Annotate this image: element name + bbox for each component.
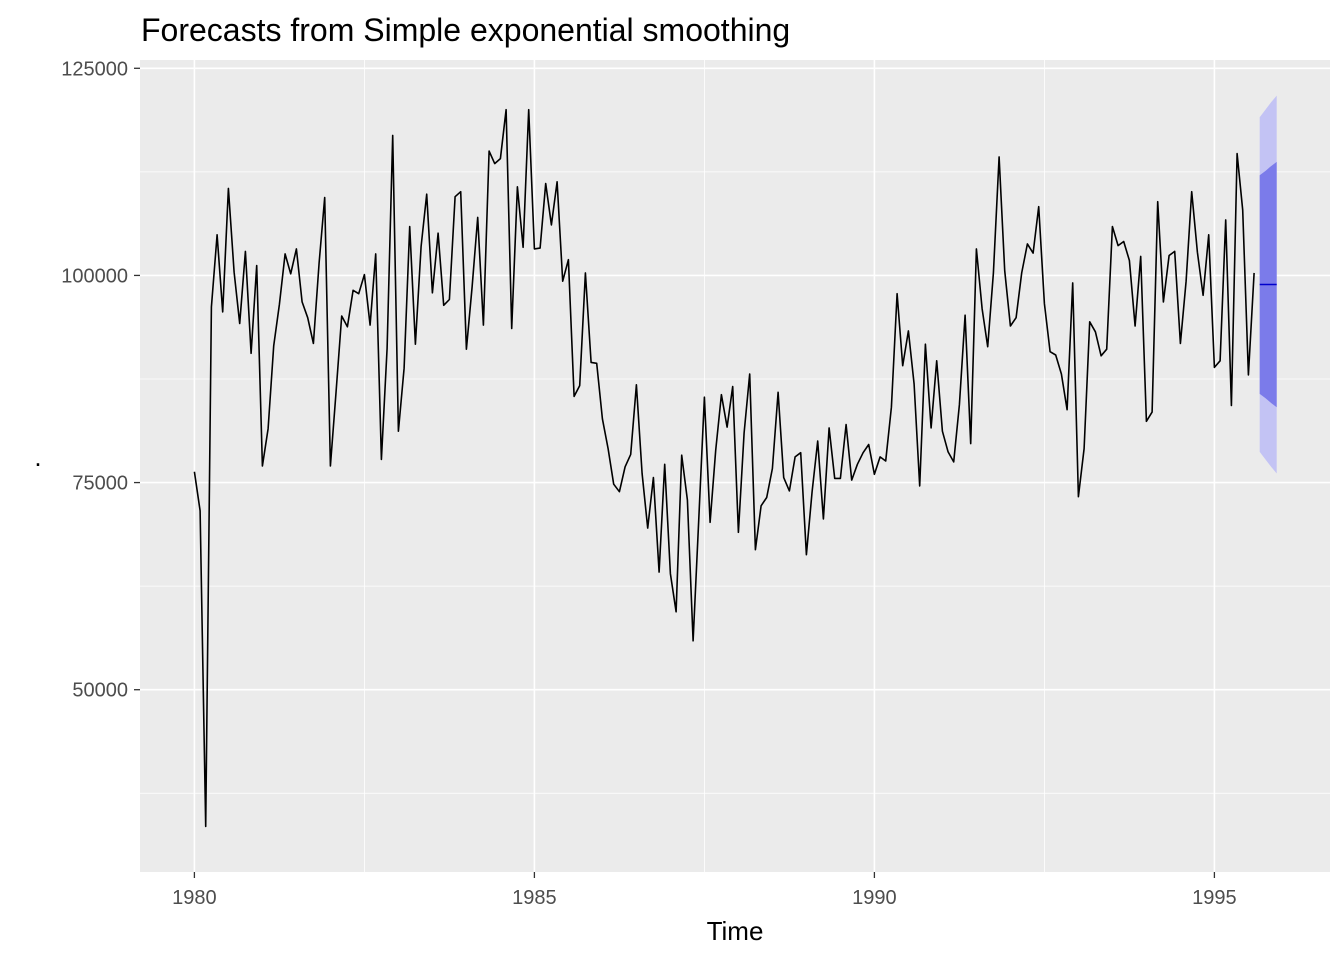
- chart-title: Forecasts from Simple exponential smooth…: [141, 12, 790, 48]
- y-axis-title: .: [34, 442, 41, 472]
- series-line: [193, 108, 1255, 828]
- y-tick-label: 50000: [72, 680, 128, 702]
- y-tick-label: 125000: [61, 58, 128, 80]
- y-axis: 50000 75000 100000 125000: [61, 58, 140, 702]
- x-axis-title: Time: [707, 916, 764, 946]
- plot-panel: [140, 60, 1330, 872]
- x-tick-label: 1980: [172, 887, 217, 909]
- series-layer: [193, 108, 1255, 828]
- x-axis: 1980 1985 1990 1995: [172, 872, 1237, 909]
- x-tick-label: 1985: [512, 887, 557, 909]
- x-tick-label: 1995: [1192, 887, 1237, 909]
- minor-gridlines: [140, 60, 1330, 872]
- y-tick-label: 100000: [61, 265, 128, 287]
- major-gridlines: [140, 60, 1330, 872]
- y-tick-label: 75000: [72, 473, 128, 495]
- x-tick-label: 1990: [852, 887, 897, 909]
